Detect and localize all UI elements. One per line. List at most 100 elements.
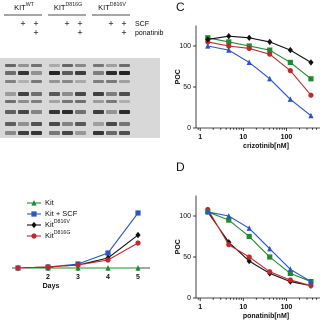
data-point xyxy=(226,47,232,53)
blot-band xyxy=(31,80,42,83)
series-line xyxy=(17,212,139,269)
treatment-sign: + xyxy=(33,27,38,37)
data-point xyxy=(287,277,293,283)
legend-marker xyxy=(31,221,37,229)
treatment-sign: + xyxy=(20,18,25,28)
blot-band xyxy=(106,100,117,103)
blot-band xyxy=(75,80,86,83)
blot-band xyxy=(93,122,104,126)
group-label: KITD816V xyxy=(98,2,126,12)
blot-band xyxy=(18,122,29,126)
data-point xyxy=(75,262,81,268)
data-point xyxy=(226,242,232,248)
blot-band xyxy=(106,122,117,126)
data-point xyxy=(226,213,232,219)
blot-band xyxy=(5,131,16,135)
blot-band xyxy=(62,92,73,96)
blot-band xyxy=(31,122,42,126)
blot-band xyxy=(5,71,16,75)
x-axis-label: Days xyxy=(43,283,60,290)
y-tick-label: 100 xyxy=(179,213,191,220)
blot-band xyxy=(5,80,16,83)
treatment-label: ponatinib xyxy=(135,30,164,37)
data-point xyxy=(135,240,141,246)
x-tick-label: 3 xyxy=(76,274,80,281)
x-tick-label: 4 xyxy=(106,274,110,281)
data-point xyxy=(308,59,314,66)
legend-marker xyxy=(31,233,37,239)
y-axis-label: POC xyxy=(175,69,182,84)
x-tick-label: 1 xyxy=(198,134,202,141)
treatment-sign: + xyxy=(121,18,126,28)
data-point xyxy=(205,208,211,215)
treatment-label: SCF xyxy=(135,21,149,28)
blot-band xyxy=(49,64,60,67)
blot-band xyxy=(106,64,117,67)
blot-band xyxy=(75,64,86,67)
blot-band xyxy=(119,100,130,103)
blot-band xyxy=(62,80,73,83)
legend-label-sup: D816V xyxy=(54,219,71,225)
blot-band xyxy=(75,122,86,126)
data-point xyxy=(246,233,252,240)
blot-band xyxy=(119,110,130,114)
x-tick-label: 5 xyxy=(136,274,140,281)
blot-band xyxy=(31,100,42,103)
y-tick-label: 50 xyxy=(183,84,191,91)
group-label-base: KIT xyxy=(54,3,66,12)
blot-band xyxy=(18,110,29,114)
x-tick-label: 2 xyxy=(46,274,50,281)
data-point xyxy=(226,217,232,223)
blot-band xyxy=(106,110,117,114)
legend-label: KitD816G xyxy=(45,230,70,240)
blot-band xyxy=(49,100,60,103)
series-line xyxy=(207,211,312,283)
treatment-sign: + xyxy=(77,18,82,28)
group-label-base: KIT xyxy=(14,3,26,12)
blot-band xyxy=(106,92,117,96)
data-point xyxy=(105,250,111,256)
data-point xyxy=(226,32,232,40)
panel-label: C xyxy=(176,0,185,14)
blot-band xyxy=(49,131,60,135)
blot-band xyxy=(93,131,104,135)
blot-band xyxy=(5,92,16,96)
blot-band xyxy=(31,71,42,75)
data-point xyxy=(267,269,273,275)
data-point xyxy=(105,257,111,263)
series-line xyxy=(207,209,312,287)
legend-label-base: Kit xyxy=(45,198,55,207)
blot-band xyxy=(119,122,130,126)
series-line xyxy=(207,211,312,287)
blot-band xyxy=(5,64,16,67)
blot-band xyxy=(31,64,42,67)
data-point xyxy=(267,254,273,260)
blot-band xyxy=(93,92,104,96)
x-tick-label: 10 xyxy=(239,304,247,311)
blot-band xyxy=(62,64,73,67)
data-point xyxy=(267,51,273,57)
data-point xyxy=(246,34,252,41)
y-tick-label: 0 xyxy=(187,295,191,302)
blot-band xyxy=(62,110,73,114)
data-point xyxy=(308,278,314,285)
blot-band xyxy=(106,80,117,83)
blot-band xyxy=(49,71,60,75)
data-point xyxy=(15,265,21,271)
series-line xyxy=(207,37,312,80)
data-point xyxy=(287,96,293,102)
blot-band xyxy=(62,122,73,126)
blot-band xyxy=(106,71,117,75)
blot-band xyxy=(93,80,104,83)
blot-band xyxy=(49,122,60,126)
group-label-sup: D816G xyxy=(66,2,83,8)
data-point xyxy=(205,43,211,49)
data-point xyxy=(287,59,293,65)
blot-band xyxy=(93,64,104,67)
blot-band xyxy=(75,131,86,135)
treatment-sign: + xyxy=(33,18,38,28)
legend-marker xyxy=(31,211,37,217)
data-point xyxy=(45,264,51,270)
blot-band xyxy=(119,131,130,135)
treatment-sign: + xyxy=(121,27,126,37)
